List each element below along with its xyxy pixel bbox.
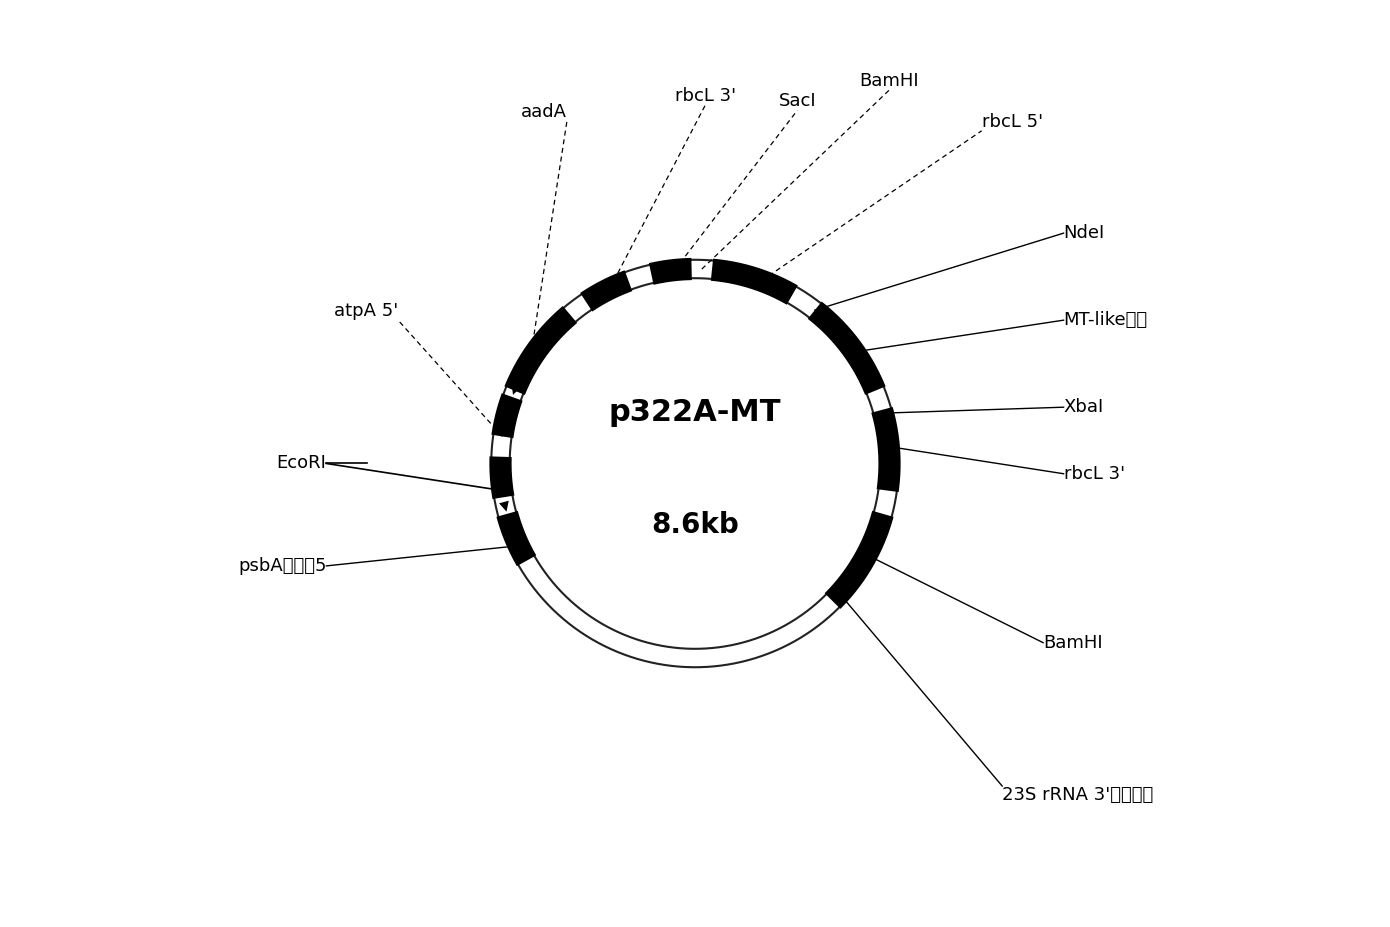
- Text: psbA外显子5: psbA外显子5: [238, 557, 327, 575]
- Text: rbcL 5': rbcL 5': [981, 113, 1042, 131]
- Text: atpA 5': atpA 5': [334, 302, 398, 320]
- Text: 23S rRNA 3'末端序列: 23S rRNA 3'末端序列: [1002, 786, 1154, 804]
- Text: aadA: aadA: [521, 103, 567, 121]
- Text: MT-like基因: MT-like基因: [1063, 311, 1148, 329]
- Text: SacI: SacI: [778, 93, 816, 110]
- Text: NdeI: NdeI: [1063, 224, 1105, 242]
- Text: BamHI: BamHI: [1042, 634, 1102, 652]
- Text: p322A-MT: p322A-MT: [609, 398, 781, 426]
- Text: rbcL 3': rbcL 3': [674, 87, 735, 105]
- Text: XbaI: XbaI: [1063, 399, 1104, 416]
- Text: 8.6kb: 8.6kb: [651, 511, 739, 539]
- Text: BamHI: BamHI: [859, 71, 919, 90]
- Text: EcoRI: EcoRI: [277, 454, 327, 473]
- Text: rbcL 3': rbcL 3': [1063, 464, 1125, 483]
